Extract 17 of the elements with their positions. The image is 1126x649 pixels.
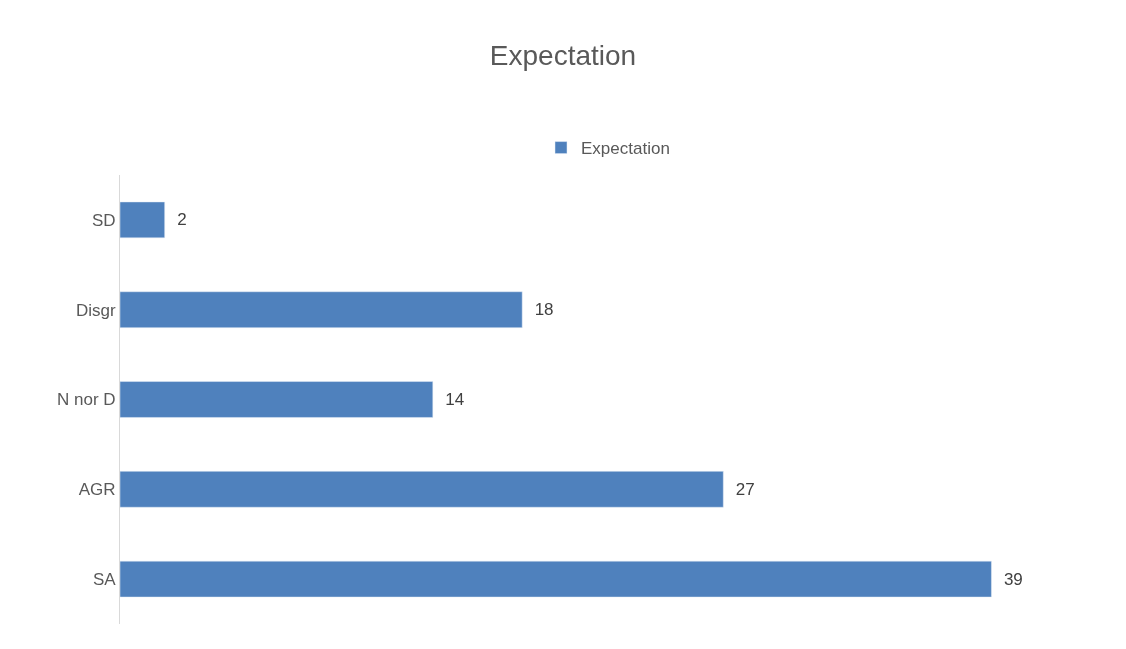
- bar: [120, 381, 434, 418]
- y-tick-label: Disgr: [75, 300, 116, 320]
- chart-title: Expectation: [489, 39, 637, 71]
- bar: [120, 291, 523, 328]
- y-tick-label: AGR: [78, 480, 116, 500]
- y-tick-label: SD: [91, 210, 116, 230]
- bar: [120, 471, 724, 508]
- data-label: 2: [167, 210, 187, 230]
- bar: [120, 201, 165, 239]
- y-tick-label: SA: [92, 570, 117, 590]
- data-label: 39: [994, 569, 1023, 589]
- legend-label: Expectation: [581, 139, 670, 159]
- data-label: 14: [435, 390, 465, 409]
- data-label: 27: [726, 479, 755, 499]
- y-tick-label: N nor D: [57, 390, 116, 410]
- bar: [120, 560, 992, 598]
- data-label: 18: [525, 300, 554, 320]
